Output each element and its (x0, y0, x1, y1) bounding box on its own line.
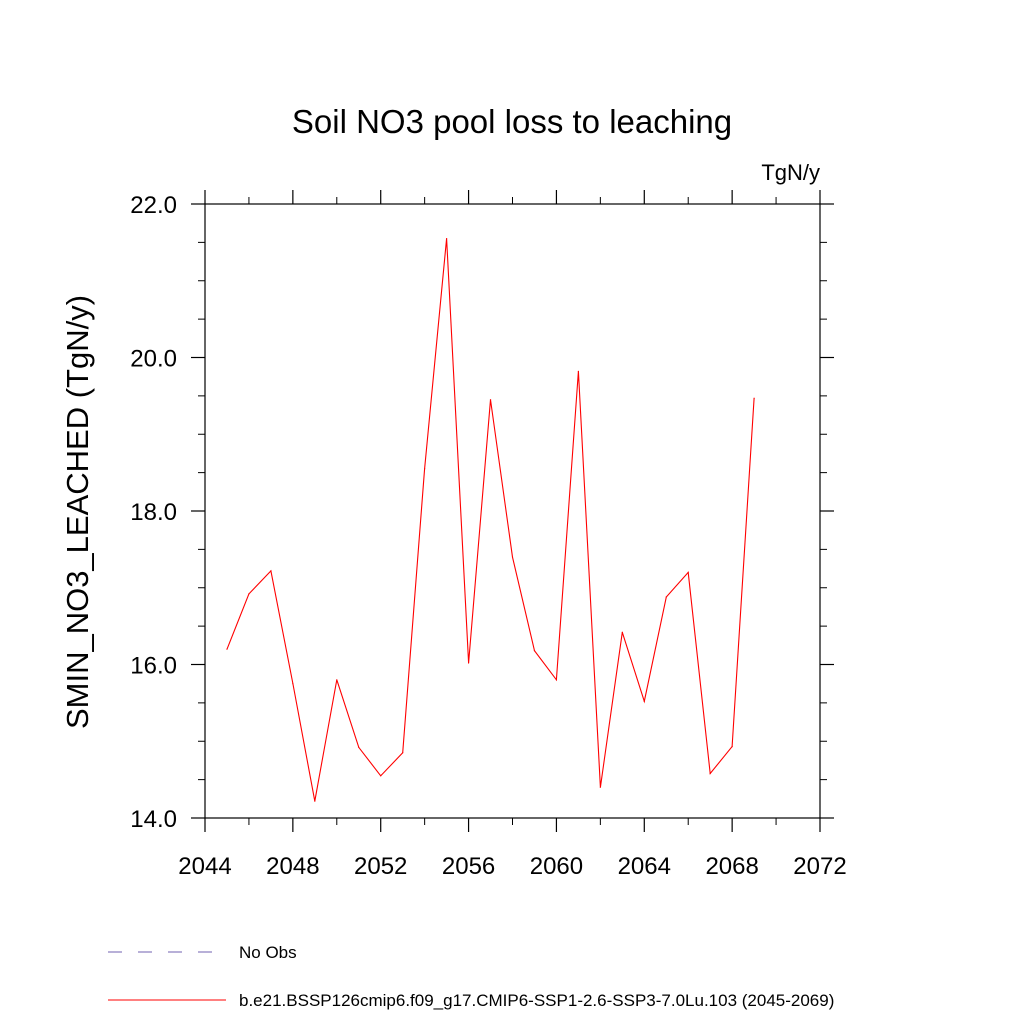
data-point (248, 593, 250, 595)
data-point (424, 468, 426, 470)
x-tick-label: 2048 (266, 853, 319, 880)
data-point (380, 775, 382, 777)
x-tick-label: 2044 (178, 853, 231, 880)
data-point (577, 370, 579, 372)
data-point (599, 786, 601, 788)
legend: No Obs b.e21.BSSP126cmip6.f09_g17.CMIP6-S… (108, 943, 834, 1010)
legend-label: b.e21.BSSP126cmip6.f09_g17.CMIP6-SSP1-2.… (239, 991, 834, 1010)
x-tick-label: 2072 (793, 853, 846, 880)
data-point (687, 571, 689, 574)
data-point (511, 556, 514, 558)
data-point (292, 683, 294, 685)
series-line (226, 238, 755, 802)
data-point (533, 650, 536, 652)
y-tick-label: 16.0 (130, 653, 177, 680)
data-point (446, 237, 448, 240)
data-point (358, 746, 360, 748)
data-point (402, 752, 404, 754)
plot-frame (204, 203, 821, 819)
y-tick-label: 18.0 (130, 499, 177, 526)
data-point (270, 570, 272, 572)
data-point (709, 772, 711, 775)
data-point (226, 648, 228, 650)
x-tick-label: 2052 (354, 853, 407, 880)
y-axis-label: SMIN_NO3_LEACHED (TgN/y) (60, 295, 95, 729)
data-point (489, 399, 492, 401)
x-tick-label: 2056 (442, 853, 495, 880)
y-tick-label: 14.0 (130, 806, 177, 833)
x-tick-label: 2064 (618, 853, 671, 880)
y-tick-label: 22.0 (130, 192, 177, 219)
legend-label: No Obs (239, 943, 297, 962)
data-point (731, 746, 733, 748)
data-point (314, 800, 316, 802)
data-point (336, 679, 338, 681)
y-tick-label: 20.0 (130, 346, 177, 373)
axis-ticks (191, 190, 834, 832)
chart-title: Soil NO3 pool loss to leaching (292, 103, 732, 140)
data-point (643, 700, 645, 702)
data-point (555, 679, 558, 681)
x-tick-label: 2068 (705, 853, 758, 880)
axis-tick-labels: 2044 2048 2052 2056 2060 2064 2068 2072 14.0 16.0… (130, 192, 846, 880)
data-point (665, 596, 667, 598)
x-tick-label: 2060 (530, 853, 583, 880)
units-label: TgN/y (761, 160, 820, 185)
series-lines (226, 237, 755, 802)
data-point (621, 631, 623, 633)
data-point (467, 662, 470, 664)
data-point (753, 397, 755, 399)
